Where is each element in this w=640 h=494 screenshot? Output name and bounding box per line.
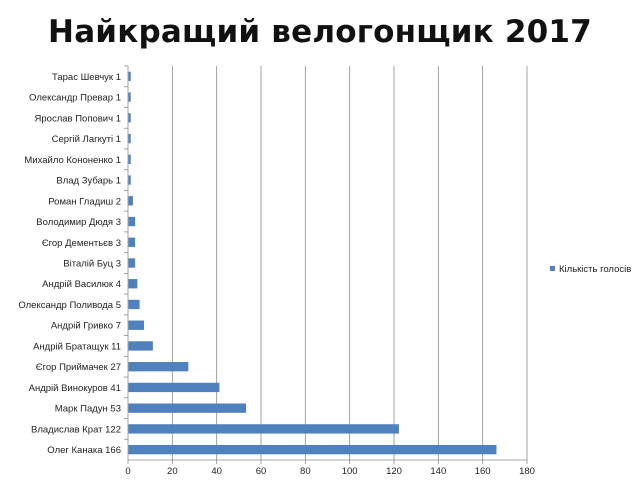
- bar: [128, 175, 131, 185]
- axes: [124, 65, 528, 464]
- bar: [128, 133, 131, 144]
- bar: [128, 279, 138, 289]
- legend: Кількість голосів: [550, 264, 631, 275]
- category-label: Владислав Крат 122: [31, 424, 121, 435]
- x-tick-label: 0: [125, 466, 130, 477]
- x-tick-label: 20: [167, 466, 178, 477]
- legend-swatch: [550, 266, 555, 271]
- legend-label: Кількість голосів: [559, 264, 631, 275]
- x-tick-label: 120: [386, 466, 402, 477]
- bar: [128, 216, 136, 227]
- bars: [128, 71, 497, 455]
- x-tick-label: 80: [300, 466, 311, 477]
- category-label: Олександр Поливода 5: [18, 300, 121, 311]
- category-label: Сергій Лагкуті 1: [52, 134, 121, 145]
- bar: [128, 362, 189, 372]
- bar: [128, 237, 136, 247]
- bar: [128, 196, 133, 206]
- bar: [128, 71, 131, 82]
- category-label: Андрій Винокуров 41: [29, 383, 121, 394]
- category-label: Михайло Кононенко 1: [24, 155, 121, 166]
- x-tick-label: 160: [475, 466, 491, 477]
- bar: [128, 382, 220, 393]
- x-tick-label: 100: [342, 466, 358, 477]
- chart-title: Найкращий велогонщик 2017: [48, 14, 592, 50]
- category-label: Андрій Братащук 11: [33, 341, 121, 352]
- category-label: Влад Зубарь 1: [56, 176, 121, 187]
- bar: [128, 258, 136, 268]
- category-label: Андрій Гривко 7: [51, 321, 121, 332]
- x-tick-label: 140: [430, 466, 446, 477]
- category-label: Володимир Дюдя 3: [36, 217, 121, 228]
- category-label: Олег Канака 166: [47, 445, 121, 456]
- bar: [128, 113, 131, 123]
- gridlines: [171, 66, 528, 460]
- tick-labels: 0 20 40 60 80 100 120 140 160 180: [125, 466, 535, 477]
- bar: [128, 403, 246, 413]
- bar: [128, 154, 131, 164]
- category-label: Віталій Буц 3: [63, 259, 121, 270]
- category-label: Єгор Дементьєв 3: [42, 238, 121, 249]
- bar: [128, 424, 399, 434]
- category-label: Тарас Шевчук 1: [52, 72, 121, 83]
- bar: [128, 444, 497, 455]
- x-tick-label: 40: [211, 466, 222, 477]
- category-label: Роман Гладиш 2: [48, 196, 121, 207]
- bar: [128, 299, 140, 310]
- x-tick-label: 60: [256, 466, 267, 477]
- category-labels: Тарас Шевчук 1 Олександр Превар 1 Ярослав …: [18, 72, 121, 456]
- bar: [128, 341, 153, 351]
- category-label: Ярослав Попович 1: [35, 113, 121, 124]
- x-tick-label: 180: [519, 466, 535, 477]
- category-label: Єгор Приймачек 27: [36, 362, 121, 373]
- bar: [128, 320, 145, 330]
- bar: [128, 92, 131, 102]
- category-label: Олександр Превар 1: [29, 93, 121, 104]
- category-label: Андрій Василюк 4: [42, 279, 121, 290]
- category-label: Марк Падун 53: [55, 404, 121, 415]
